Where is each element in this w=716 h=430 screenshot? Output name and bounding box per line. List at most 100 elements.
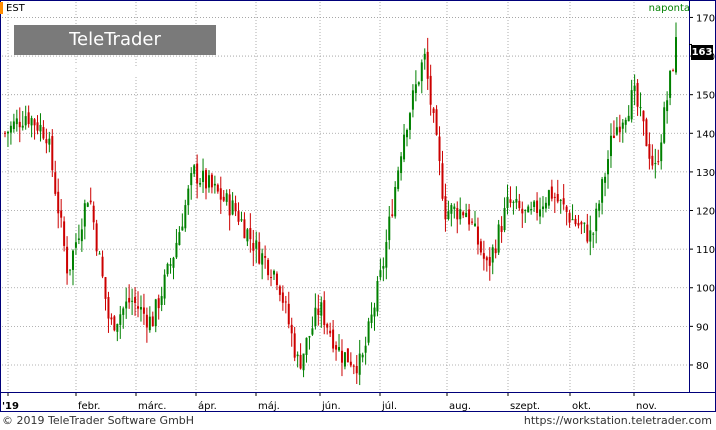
candle-body [148, 316, 151, 331]
candle-body [388, 216, 391, 241]
candle-body [278, 286, 281, 295]
candle-body [574, 218, 577, 225]
candlestick-chart[interactable]: 8090100110120130140150160170'19febr.márc… [0, 0, 716, 412]
candle-body [18, 121, 21, 128]
candle-body [615, 127, 618, 135]
candle-body [621, 122, 624, 129]
candle-body [400, 156, 403, 174]
candle-body [633, 85, 636, 92]
candle-body [595, 208, 598, 232]
candle-body [524, 209, 527, 211]
candle-body [36, 122, 39, 131]
candle-body [618, 126, 621, 133]
y-tick-label: 80 [696, 361, 709, 372]
candle-body [408, 113, 411, 130]
y-tick-label: 130 [696, 168, 715, 179]
candle-body [476, 226, 479, 245]
candle-body [190, 173, 193, 186]
copyright-text: © 2019 TeleTrader Software GmbH [2, 414, 195, 427]
candle-body [604, 176, 607, 183]
candle-body [503, 208, 506, 231]
candle-body [86, 203, 89, 207]
candle-body [6, 131, 9, 134]
candle-body [264, 256, 267, 258]
candle-body [83, 203, 86, 227]
candle-body [630, 90, 633, 120]
candle-body [391, 214, 394, 216]
candle-body [376, 280, 379, 312]
candle-body [128, 297, 131, 303]
candle-body [577, 222, 580, 226]
period-label[interactable]: naponta [648, 3, 690, 14]
x-tick-label: nov. [636, 401, 657, 412]
candle-body [571, 219, 574, 221]
candle-body [222, 196, 225, 201]
candle-body [627, 115, 630, 122]
candle-body [521, 208, 524, 214]
candle-body [228, 194, 231, 216]
y-tick-label: 90 [696, 322, 709, 333]
y-tick-label: 140 [696, 129, 715, 140]
candle-body [258, 241, 261, 264]
candle-body [74, 242, 77, 248]
candle-body [249, 228, 252, 240]
candle-body [101, 256, 104, 277]
candle-body [293, 333, 296, 358]
candle-body [107, 297, 110, 319]
source-url[interactable]: https://workstation.teletrader.com [523, 414, 712, 427]
candle-body [456, 208, 459, 220]
candle-body [299, 354, 302, 369]
candle-body [420, 62, 423, 82]
candle-body [27, 112, 30, 125]
candle-body [459, 209, 462, 220]
candle-body [92, 205, 95, 223]
candle-body [515, 198, 518, 203]
candle-body [654, 163, 657, 165]
candle-body [267, 259, 270, 276]
candle-body [556, 194, 559, 202]
candle-body [645, 119, 648, 147]
x-tick-label: jún. [321, 400, 341, 412]
candle-body [346, 348, 349, 363]
candle-body [243, 219, 246, 239]
candle-body [116, 323, 119, 332]
candle-body [89, 200, 92, 203]
candle-body [468, 209, 471, 225]
candle-body [438, 136, 441, 162]
candle-body [500, 226, 503, 232]
candle-body [207, 175, 210, 188]
symbol-label: EST [6, 3, 25, 14]
candle-body [199, 182, 202, 185]
candle-body [364, 345, 367, 353]
candle-body [77, 238, 80, 240]
symbol-marker [0, 2, 3, 14]
candle-body [63, 221, 66, 246]
candle-body [252, 242, 255, 251]
candle-body [657, 161, 660, 163]
candle-body [193, 165, 196, 174]
chart-area[interactable]: 8090100110120130140150160170'19febr.márc… [0, 0, 716, 412]
candle-body [69, 269, 72, 271]
candle-body [583, 222, 586, 224]
candle-body [51, 136, 54, 171]
candle-body [225, 193, 228, 202]
candle-body [142, 307, 145, 314]
candle-body [417, 82, 420, 85]
candle-body [539, 209, 542, 217]
candle-body [172, 257, 175, 268]
candle-body [154, 299, 157, 327]
x-tick-label: szept. [510, 401, 540, 412]
candle-body [663, 107, 666, 143]
last-price-badge: 163 [691, 45, 713, 60]
candle-body [666, 100, 669, 112]
candle-body [202, 170, 205, 183]
candle-body [80, 229, 83, 242]
candle-body [305, 337, 308, 355]
candle-body [57, 191, 60, 214]
candle-body [287, 303, 290, 325]
candle-body [113, 316, 116, 331]
candle-body [261, 253, 264, 265]
candle-body [462, 212, 465, 216]
y-tick-label: 120 [696, 207, 715, 218]
candle-body [311, 328, 314, 335]
